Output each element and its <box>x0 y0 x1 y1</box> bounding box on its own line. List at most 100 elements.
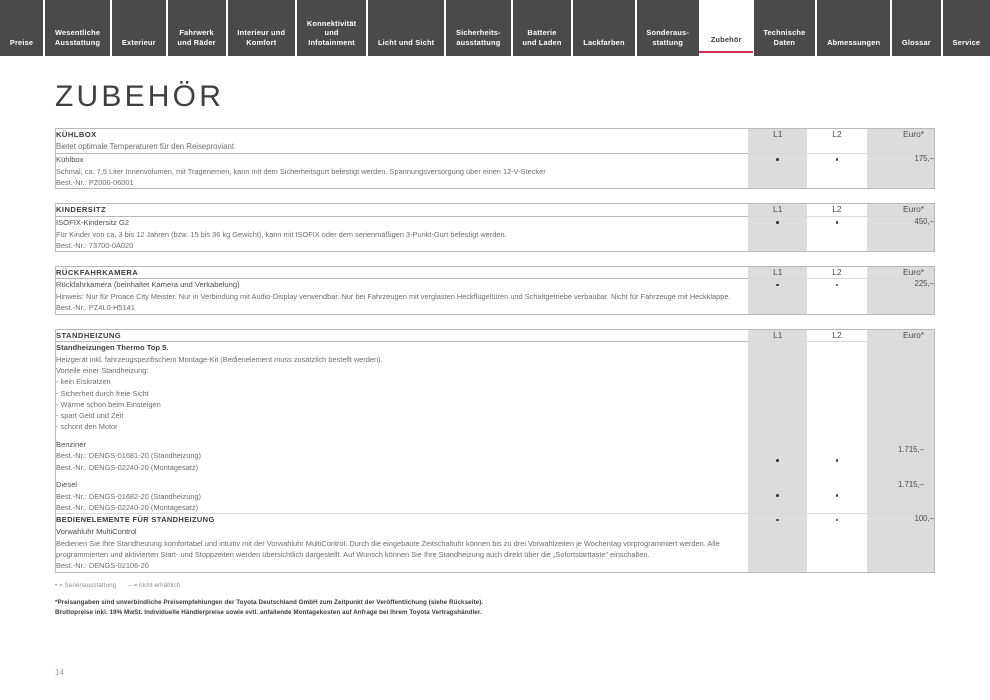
nav-tab-wesentliche-ausstattung[interactable]: Wesentliche Ausstattung <box>45 0 113 56</box>
bullet-icon <box>835 158 839 162</box>
item-order-number: Best.-Nr.: PZ006-06001 <box>56 178 134 188</box>
row-description: BEDIENELEMENTE FÜR STANDHEIZUNG Vorwahlu… <box>55 513 749 573</box>
item-detail: Für Kinder von ca. 3 bis 12 Jahren (bzw.… <box>56 229 507 239</box>
nav-tab-exterieur[interactable]: Exterieur <box>112 0 168 56</box>
column-header-l1: L1 <box>748 203 808 217</box>
section-header-row: STANDHEIZUNG L1 L2 Euro* <box>55 329 935 343</box>
row-description: Standheizungen Thermo Top 5. Heizgerät i… <box>55 341 749 514</box>
cell-price: 1.715,– <box>897 480 924 490</box>
nav-tab-label: Interieur und Komfort <box>237 28 286 47</box>
legend: • = Serienausstattung – = nicht erhältlic… <box>55 582 990 589</box>
cell-price: 1.715,– <box>897 445 924 455</box>
cell-l2 <box>807 153 867 189</box>
item-detail: Vorteile einer Standheizung: <box>56 366 149 376</box>
row-description: Kühlbox Schmal, ca. 7,5 Liter Innenvolum… <box>55 153 749 189</box>
variant-order-number: Best.-Nr.: DENGS-01681-20 (Standheizung) <box>56 451 202 461</box>
section-heading: KÜHLBOX <box>56 130 97 139</box>
item-benefit: - schont den Motor <box>56 422 118 432</box>
column-header-l2: L2 <box>807 128 867 154</box>
nav-tab-konnektivität-und-infotainment[interactable]: Konnektivität und Infotainment <box>297 0 369 56</box>
nav-tab-abmessungen[interactable]: Abmessungen <box>817 0 893 56</box>
nav-tab-label: Service <box>952 37 981 47</box>
cell-l1 <box>748 278 808 315</box>
section-table-kindersitz: KINDERSITZ L1 L2 Euro* ISOFIX-Kindersitz… <box>55 203 935 252</box>
row-description: ISOFIX-Kindersitz G2 Für Kinder von ca. … <box>55 215 749 252</box>
section-heading: STANDHEIZUNG <box>56 330 122 340</box>
bullet-icon <box>776 494 780 498</box>
section-header-desc: RÜCKFAHRKAMERA <box>55 266 749 280</box>
nav-tab-label: Fahrwerk und Räder <box>177 28 216 47</box>
cell-price: 225,– <box>866 278 935 315</box>
page-title: ZUBEHÖR <box>55 80 225 113</box>
price-footnote: *Preisangaben sind unverbindliche Preise… <box>55 598 945 620</box>
table-row-bedienelemente: BEDIENELEMENTE FÜR STANDHEIZUNG Vorwahlu… <box>55 513 935 573</box>
cell-l2-group <box>807 341 867 514</box>
nav-tab-zubehör[interactable]: Zubehör <box>699 0 754 56</box>
item-name: Standheizungen Thermo Top 5. <box>56 343 169 353</box>
bullet-icon <box>835 283 839 287</box>
active-tab-underline <box>699 50 754 53</box>
column-header-l1: L1 <box>748 266 808 279</box>
nav-tab-label: Lackfarben <box>583 37 625 47</box>
nav-tab-interieur-und-komfort[interactable]: Interieur und Komfort <box>227 0 298 56</box>
nav-tab-label: Konnektivität und Infotainment <box>306 18 357 47</box>
nav-tab-glossar[interactable]: Glossar <box>892 0 943 56</box>
bullet-icon <box>835 221 839 224</box>
page-number: 14 <box>55 668 64 677</box>
section-header-row: KÜHLBOX Bietet optimale Temperaturen für… <box>55 128 935 155</box>
section-table-kuehlbox: KÜHLBOX Bietet optimale Temperaturen für… <box>55 128 935 190</box>
cell-price: 100,– <box>866 513 935 573</box>
table-row-standheizung-variants: Standheizungen Thermo Top 5. Heizgerät i… <box>55 341 935 514</box>
top-navigation: Preise Wesentliche Ausstattung Exterieur Fa… <box>0 0 990 56</box>
variant-order-number: Best.-Nr.: DENGS-02240-20 (Montagesatz) <box>56 502 199 512</box>
cell-price: 450,– <box>866 215 935 252</box>
nav-tab-label: Abmessungen <box>827 37 881 47</box>
nav-tab-service[interactable]: Service <box>942 0 990 56</box>
nav-tab-label: Technische Daten <box>763 28 806 47</box>
section-heading: KINDERSITZ <box>56 205 107 215</box>
variant-name-diesel: Diesel <box>56 479 78 489</box>
nav-tab-sonderaus-stattung[interactable]: Sonderaus- stattung <box>636 0 701 56</box>
item-detail: Hinweis: Nur für Proace City Meister. Nu… <box>56 292 731 302</box>
cell-l2 <box>807 278 867 315</box>
item-detail: Heizgerät inkl. fahrzeugspezifischem Mon… <box>56 354 383 364</box>
section-header-row: KINDERSITZ L1 L2 Euro* <box>55 203 935 217</box>
column-header-l1: L1 <box>748 329 808 342</box>
cell-price: 175,– <box>866 153 935 189</box>
bullet-icon <box>776 283 780 287</box>
item-name: Vorwahluhr MultiControl <box>56 527 137 537</box>
item-name: Rückfahrkamera (beinhaltet Kamera und Ve… <box>56 280 240 290</box>
bullet-icon <box>776 459 780 463</box>
nav-tab-batterie-und-laden[interactable]: Batterie und Laden <box>512 0 574 56</box>
cell-l1 <box>748 215 808 252</box>
cell-l2 <box>807 513 867 573</box>
variant-order-number: Best.-Nr.: DENGS-01682-20 (Standheizung) <box>56 491 202 501</box>
column-header-euro: Euro* <box>866 266 935 279</box>
bullet-icon <box>835 494 839 498</box>
section-heading: RÜCKFAHRKAMERA <box>56 268 139 277</box>
item-benefit: - spart Geld und Zeit <box>56 411 124 421</box>
row-description: Rückfahrkamera (beinhaltet Kamera und Ve… <box>55 278 749 315</box>
item-benefit: - Sicherheit durch freie Sicht <box>56 388 149 398</box>
nav-tab-technische-daten[interactable]: Technische Daten <box>753 0 818 56</box>
cell-l1 <box>748 153 808 189</box>
nav-tab-label: Licht und Sicht <box>377 37 435 47</box>
column-header-l1: L1 <box>748 128 808 154</box>
item-order-number: Best.-Nr.: 73700-0A020 <box>56 240 134 250</box>
cell-l1 <box>748 513 808 573</box>
nav-tab-licht-und-sicht[interactable]: Licht und Sicht <box>368 0 447 56</box>
nav-tab-sicherheits-ausstattung[interactable]: Sicherheits- ausstattung <box>446 0 513 56</box>
nav-tab-label: Glossar <box>901 37 931 47</box>
item-detail: Schmal, ca. 7,5 Liter Innenvolumen, mit … <box>56 166 546 176</box>
nav-tab-fahrwerk-und-räder[interactable]: Fahrwerk und Räder <box>167 0 228 56</box>
nav-tab-label: Wesentliche Ausstattung <box>54 28 101 47</box>
variant-order-number: Best.-Nr.: DENGS-02240-20 (Montagesatz) <box>56 462 199 472</box>
item-order-number: Best.-Nr.: DENGS-02106-20 <box>56 561 149 571</box>
column-header-l2: L2 <box>807 203 867 217</box>
footnote-line-2: Bruttopreise inkl. 19% MwSt. Individuell… <box>55 609 482 617</box>
table-row: Rückfahrkamera (beinhaltet Kamera und Ve… <box>55 278 935 315</box>
item-detail: Bedienen Sie Ihre Standheizung komfortab… <box>56 538 720 560</box>
nav-tab-preise[interactable]: Preise <box>0 0 46 56</box>
nav-tab-label: Exterieur <box>121 37 156 47</box>
nav-tab-lackfarben[interactable]: Lackfarben <box>573 0 637 56</box>
